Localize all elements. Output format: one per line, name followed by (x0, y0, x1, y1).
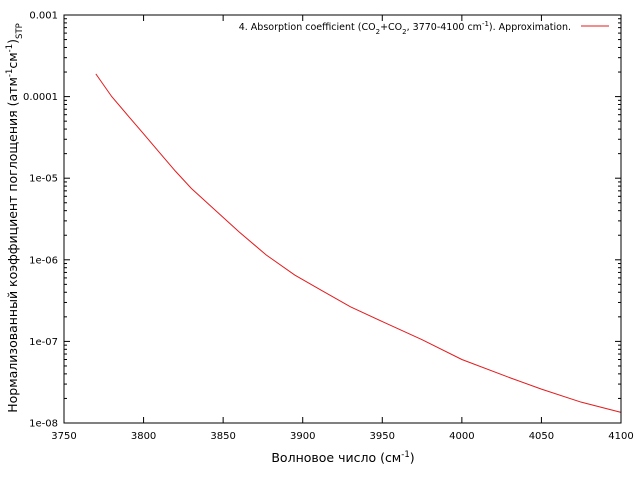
x-tick-label: 4000 (449, 431, 474, 442)
y-tick-label: 1e-05 (29, 174, 58, 185)
y-tick-label: 1e-06 (29, 255, 58, 266)
y-tick-label: 0.001 (29, 11, 58, 22)
plot-frame (63, 14, 622, 424)
x-tick-label: 3750 (51, 431, 76, 442)
x-axis-label: Волновое число (см-1) (271, 450, 414, 465)
legend: 4. Absorption coefficient (CO2+CO2, 3770… (239, 20, 609, 36)
x-tick-label: 3900 (290, 431, 315, 442)
x-tick-label: 4050 (529, 431, 554, 442)
y-tick-label: 1e-07 (29, 337, 58, 348)
y-tick-label: 1e-08 (29, 419, 58, 430)
legend-label: 4. Absorption coefficient (CO2+CO2, 3770… (239, 20, 571, 36)
x-tick-label: 3850 (210, 431, 235, 442)
x-tick-label: 4100 (608, 431, 633, 442)
x-tick-label: 3800 (131, 431, 156, 442)
y-axis-label: Нормализованный коэффициент поглощения (… (5, 23, 25, 413)
y-tick-label: 0.0001 (23, 92, 58, 103)
x-tick-label: 3950 (370, 431, 395, 442)
ticks-layer: 3750 3800 3850 3900 3950 4000 4050 4100 0.001 0.0… (23, 11, 634, 443)
series-line (95, 73, 622, 413)
